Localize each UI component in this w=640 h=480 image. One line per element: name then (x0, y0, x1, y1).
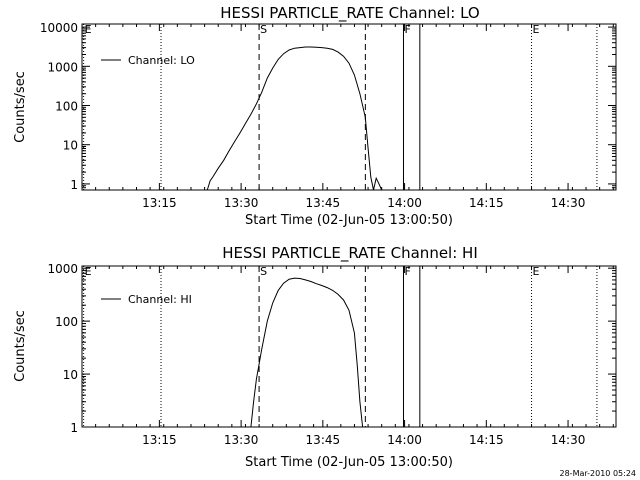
marker-label: E (533, 265, 540, 278)
marker-label: F (404, 23, 410, 36)
series-line (250, 277, 364, 428)
panel-lo: HESSI PARTICLE_RATE Channel: LO E S F E 13:… (13, 4, 617, 228)
x-tick-label: 14:15 (469, 433, 504, 447)
x-axis-label: Start Time (02-Jun-05 13:00:50) (245, 213, 453, 228)
x-tick-label: 14:00 (387, 196, 422, 210)
y-tick-label: 1000 (47, 262, 78, 276)
y-tick-label: 10 (63, 139, 78, 153)
marker-label: F (404, 265, 410, 278)
y-tick-label: 10000 (40, 21, 78, 35)
x-tick-label: 14:30 (551, 196, 586, 210)
y-axis-label: Counts/sec (13, 71, 28, 143)
y-tick-label: 10 (63, 368, 78, 382)
y-tick-label: 100 (55, 315, 78, 329)
x-tick-label: 13:45 (306, 433, 341, 447)
x-tick-label: 13:15 (142, 196, 177, 210)
panel-hi: HESSI PARTICLE_RATE Channel: HI E S F E 13:… (13, 244, 617, 470)
y-tick-label: 1 (70, 178, 78, 192)
x-axis-ticks: 13:15 13:30 13:45 14:00 14:15 14:30 (81, 24, 614, 210)
x-tick-label: 13:15 (142, 433, 177, 447)
x-axis-ticks: 13:15 13:30 13:45 14:00 14:15 14:30 (81, 266, 614, 447)
x-tick-label: 13:30 (224, 433, 259, 447)
x-tick-label: 14:00 (387, 433, 422, 447)
legend-entry: Channel: HI (128, 293, 192, 306)
marker-label: S (260, 265, 267, 278)
plot-frame (81, 265, 617, 428)
chart-title: HESSI PARTICLE_RATE Channel: LO (220, 4, 479, 23)
marker-label: E (533, 23, 540, 36)
legend: Channel: HI (101, 293, 192, 306)
series-group (250, 277, 364, 428)
y-axis-label: Counts/sec (13, 310, 28, 382)
y-tick-label: 1000 (47, 60, 78, 74)
x-tick-label: 14:15 (469, 196, 504, 210)
y-axis-ticks: 1 10 100 1000 10000 (40, 21, 616, 192)
marker-label: E (85, 265, 92, 278)
chart-title: HESSI PARTICLE_RATE Channel: HI (222, 244, 478, 263)
series-group (206, 46, 383, 191)
y-tick-label: 100 (55, 100, 78, 114)
marker-label: E (85, 23, 92, 36)
footer-timestamp: 28-Mar-2010 05:24 (560, 469, 637, 478)
y-axis-ticks: 1 10 100 1000 (47, 262, 616, 435)
x-tick-label: 13:30 (224, 196, 259, 210)
x-tick-label: 13:45 (306, 196, 341, 210)
marker-label: S (260, 23, 267, 36)
x-axis-label: Start Time (02-Jun-05 13:00:50) (245, 455, 453, 470)
plot-frame (81, 23, 617, 191)
legend-entry: Channel: LO (128, 54, 195, 67)
legend: Channel: LO (101, 54, 195, 67)
y-tick-label: 1 (70, 421, 78, 435)
series-line (206, 46, 383, 191)
x-tick-label: 14:30 (551, 433, 586, 447)
